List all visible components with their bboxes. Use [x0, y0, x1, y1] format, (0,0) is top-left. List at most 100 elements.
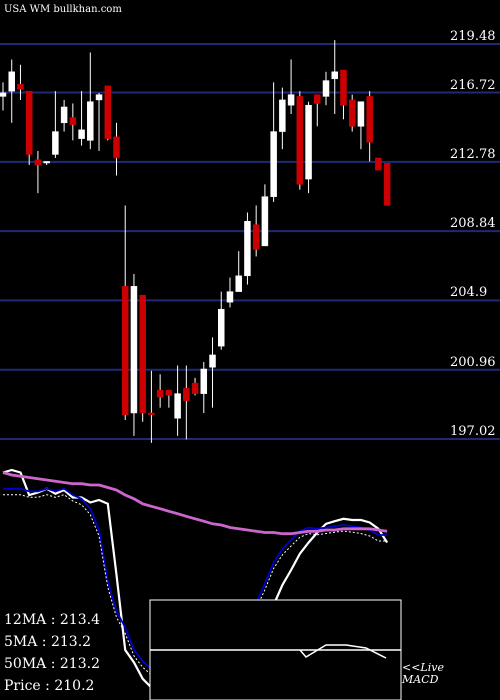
stat-value: 213.2 — [59, 656, 100, 672]
candle-body-up — [322, 80, 330, 97]
candle-body-up — [279, 99, 286, 132]
y-tick-label: 200.96 — [450, 354, 496, 370]
candle-body-down — [148, 412, 155, 415]
candle-body-down — [121, 286, 129, 415]
ma-line-50ma — [2, 471, 388, 536]
candle — [34, 150, 42, 194]
candle-body-down — [366, 96, 373, 143]
candle — [8, 59, 15, 123]
candle-body-up — [218, 308, 225, 347]
candle-body-up — [130, 286, 138, 414]
candle — [148, 370, 155, 443]
candle-body-up — [305, 104, 312, 180]
y-tick-label: 208.84 — [450, 216, 496, 232]
candle — [113, 122, 120, 176]
candle-body-up — [261, 196, 269, 247]
candle — [375, 157, 382, 171]
candle — [305, 101, 312, 194]
y-tick-label: 216.72 — [450, 77, 496, 93]
stat-label: Price — [4, 678, 46, 694]
candle-body-down — [69, 117, 77, 125]
candle-body-up — [331, 71, 338, 80]
candle-body-down — [252, 224, 260, 250]
candle — [340, 69, 347, 120]
candle-body-down — [165, 389, 173, 396]
candle — [52, 91, 59, 158]
candle-body-up — [52, 131, 59, 155]
candle — [314, 94, 321, 127]
candle-body-down — [34, 159, 42, 166]
candle — [183, 365, 190, 440]
candle — [287, 59, 295, 114]
candle-body-up — [43, 161, 50, 164]
candle — [366, 91, 373, 162]
candle — [270, 82, 277, 202]
candle — [279, 87, 286, 150]
candle-body-up — [235, 275, 242, 292]
site-header: USA WM bullkhan.com — [4, 4, 122, 15]
candle-body-up — [174, 393, 181, 419]
candle — [261, 184, 269, 247]
stat-50ma: 50MA : 213.2 — [4, 656, 100, 672]
candle-body-down — [340, 69, 347, 106]
candle — [165, 389, 173, 408]
candle-body-up — [95, 94, 103, 101]
candle — [156, 374, 164, 408]
stat-label: 12MA — [4, 612, 47, 628]
y-tick-label: 197.02 — [450, 424, 496, 439]
candle-body-down — [17, 83, 24, 90]
candle-body-up — [244, 221, 251, 277]
candle-body-up — [209, 354, 216, 368]
candle-body-down — [104, 85, 112, 139]
candle-body-down — [183, 388, 190, 401]
y-tick-label: 204.9 — [450, 285, 488, 301]
candle — [78, 91, 85, 146]
candle-body-down — [383, 162, 391, 206]
candle-body-down — [156, 389, 164, 398]
candle-body-down — [113, 136, 120, 159]
candle — [383, 162, 391, 206]
candle-body-up — [78, 129, 85, 139]
candle — [60, 99, 68, 132]
stat-5ma: 5MA : 213.2 — [4, 634, 92, 650]
candle-body-up — [60, 106, 68, 124]
macd-line — [299, 644, 387, 659]
candle — [244, 212, 251, 285]
candle-body-up — [357, 101, 365, 127]
stat-label: 50MA — [4, 656, 47, 672]
candle — [0, 82, 7, 111]
candle — [174, 365, 181, 436]
candle — [95, 92, 103, 151]
candle-body-up — [287, 94, 295, 106]
candle — [43, 161, 50, 165]
macd-lines — [150, 644, 401, 659]
candles — [0, 40, 391, 443]
stat-value: 213.4 — [59, 612, 100, 628]
stat-price: Price : 210.2 — [4, 678, 95, 694]
candle — [104, 85, 112, 141]
candle — [209, 337, 216, 408]
y-tick-label: 212.78 — [450, 146, 496, 162]
grid-lines — [0, 43, 500, 440]
candle — [121, 205, 129, 421]
candle — [87, 52, 94, 150]
candle — [191, 377, 199, 396]
candle-body-down — [375, 157, 382, 171]
candle-body-up — [200, 368, 208, 394]
candle-body-down — [314, 94, 321, 104]
stat-value: 213.2 — [50, 634, 92, 650]
stat-12ma: 12MA : 213.4 — [4, 612, 100, 628]
candle-body-up — [226, 291, 234, 303]
candle — [296, 91, 304, 190]
candle-body-up — [270, 131, 277, 197]
candle — [357, 101, 365, 150]
candle — [252, 205, 260, 257]
candle-body-up — [8, 71, 15, 92]
candle-body-down — [296, 96, 304, 185]
candle — [25, 90, 33, 165]
candle — [348, 94, 356, 132]
candle-body-down — [139, 294, 146, 414]
candle-body-down — [191, 382, 199, 394]
candle — [130, 274, 138, 436]
